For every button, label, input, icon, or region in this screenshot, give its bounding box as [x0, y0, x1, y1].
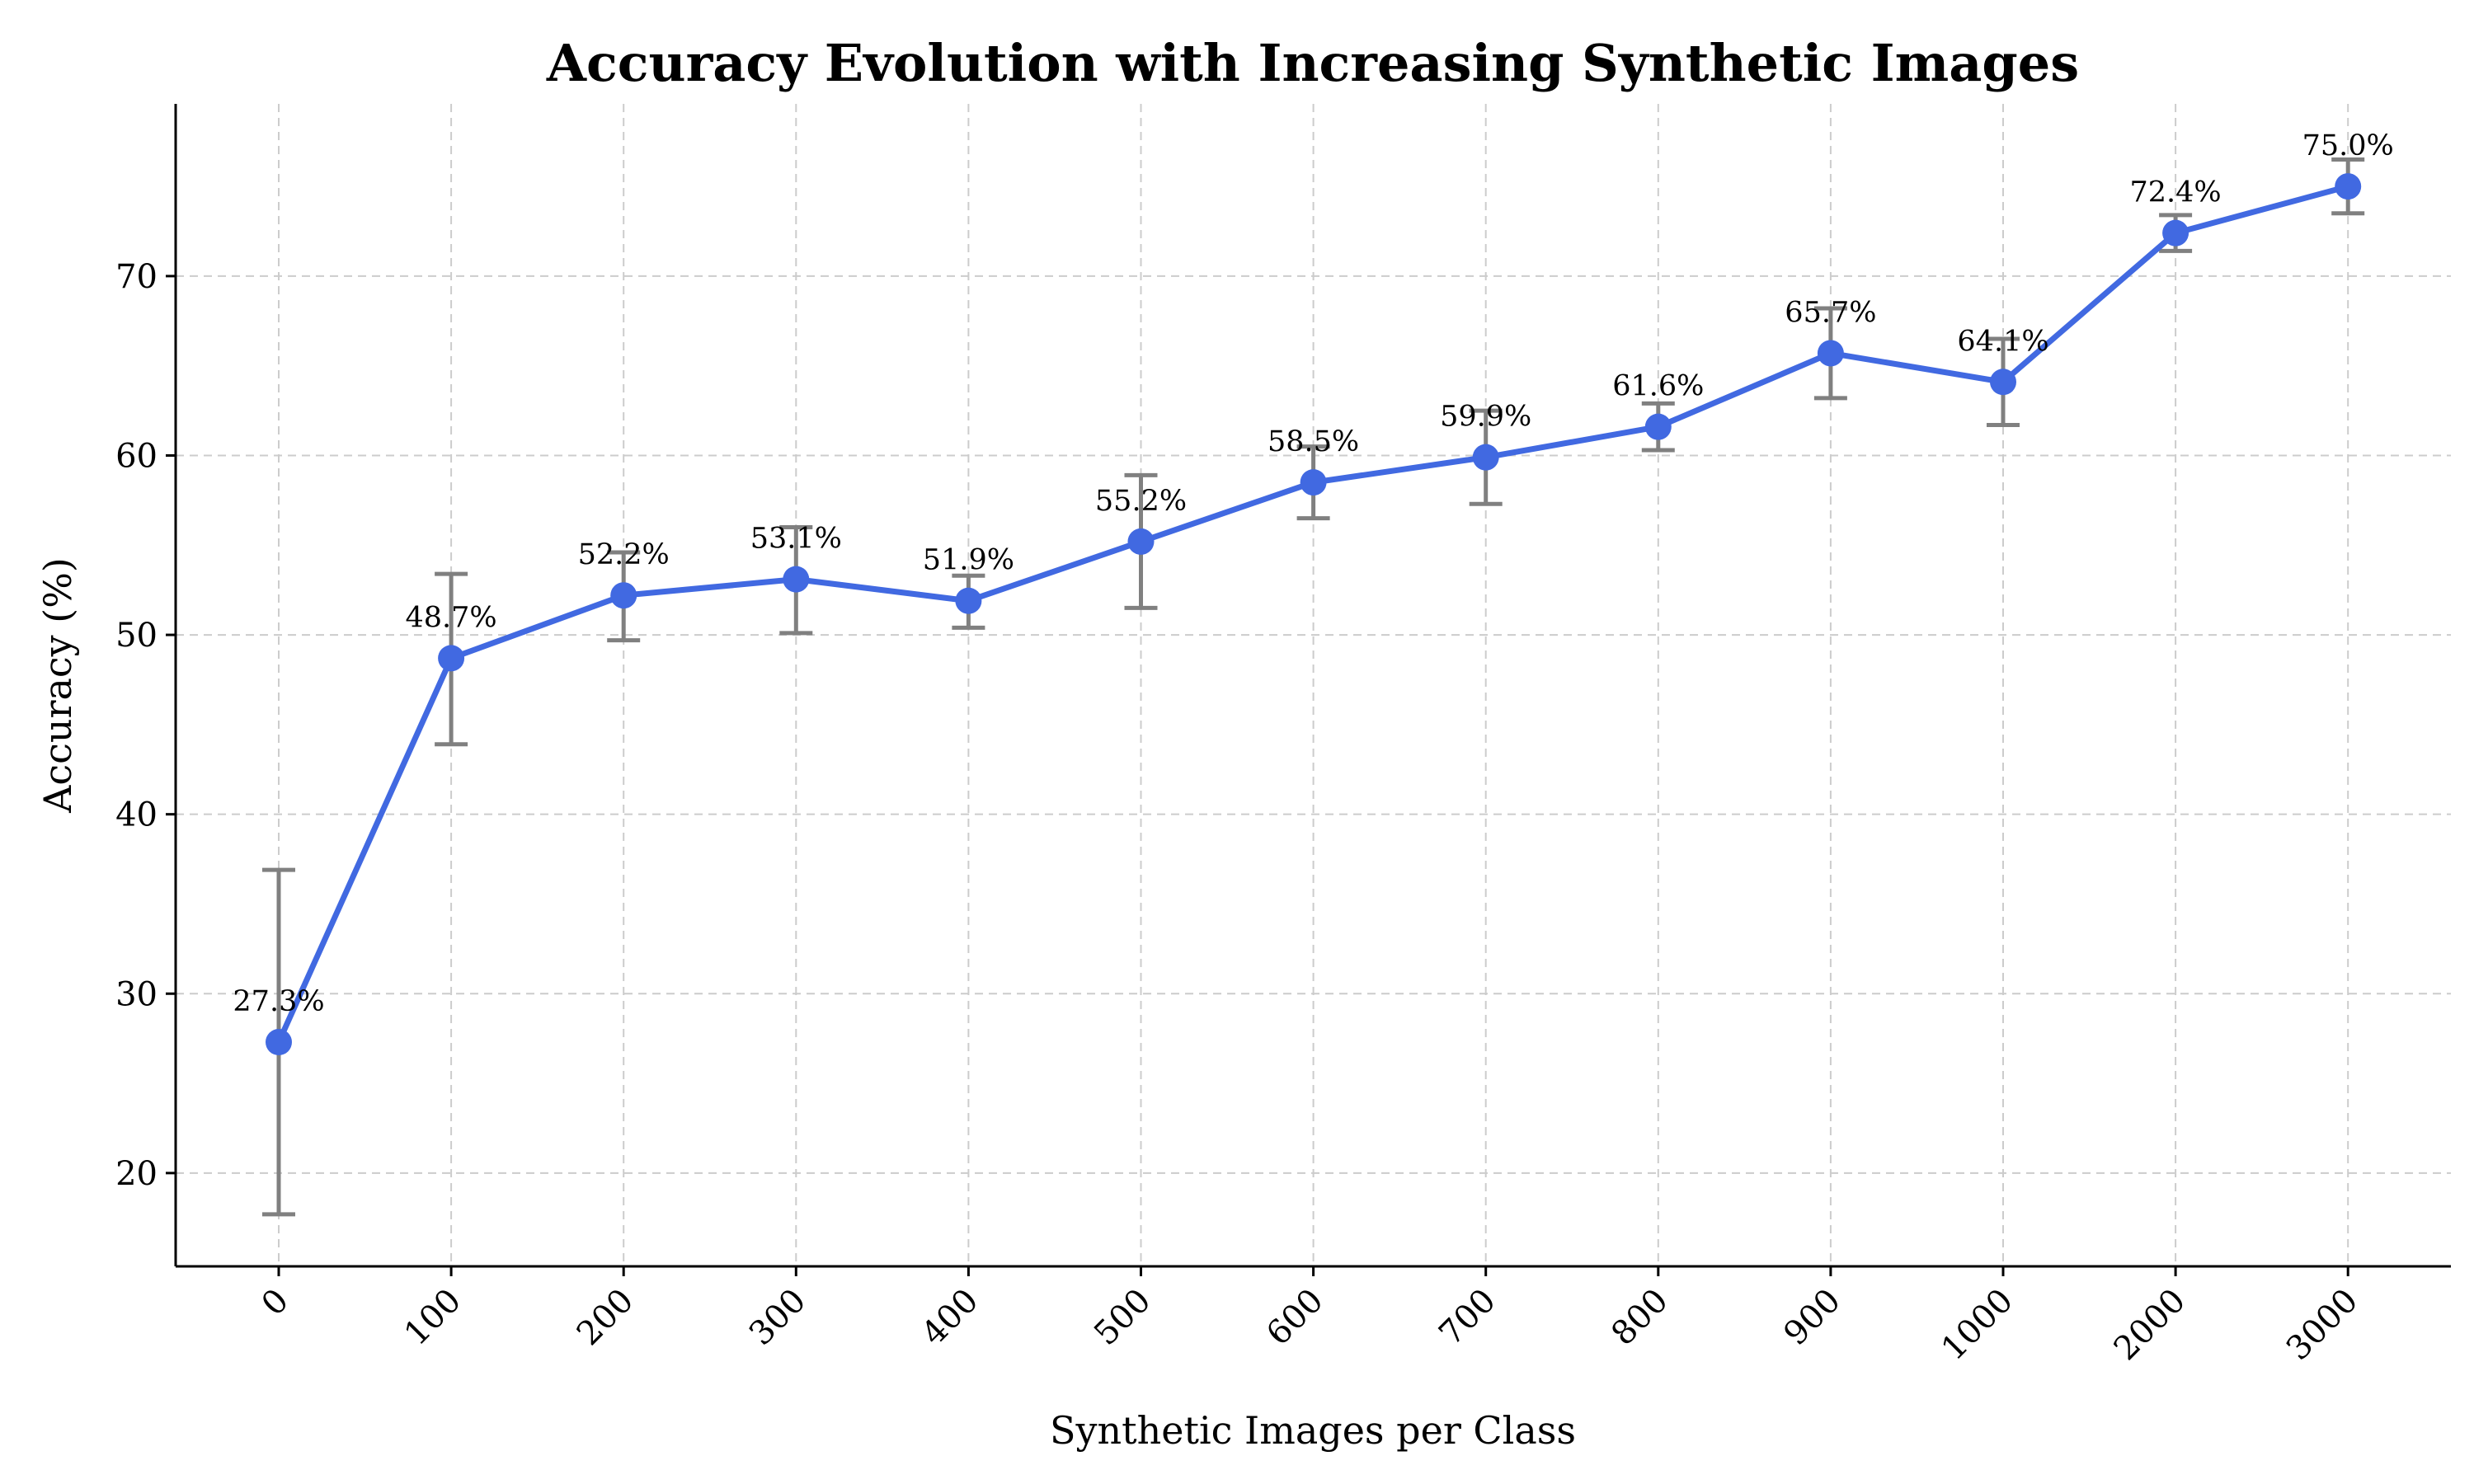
- y-tick-label: 20: [115, 1155, 158, 1193]
- data-point: [1817, 340, 1844, 367]
- data-label: 65.7%: [1785, 296, 1876, 329]
- x-tick-label: 600: [1259, 1282, 1331, 1354]
- x-tick-label: 2000: [2107, 1282, 2194, 1369]
- data-point: [1300, 469, 1327, 496]
- data-labels: 27.3% 48.7% 52.2% 53.1% 51.9% 55.2% 58.5% 59.9%…: [233, 129, 2393, 1018]
- data-point: [1127, 528, 1155, 555]
- data-label: 53.1%: [750, 523, 842, 556]
- x-tick-label: 500: [1087, 1282, 1159, 1354]
- data-label: 75.0%: [2302, 129, 2394, 162]
- data-point: [1990, 369, 2016, 396]
- x-tick-label: 0: [255, 1282, 297, 1324]
- data-point: [438, 645, 465, 672]
- y-tick-label: 40: [115, 796, 158, 834]
- y-axis-ticks: 20 30 40 50 60 70: [115, 258, 176, 1193]
- y-tick-label: 60: [115, 437, 158, 475]
- data-point: [783, 566, 810, 593]
- x-tick-label: 300: [742, 1282, 814, 1354]
- data-label: 51.9%: [923, 544, 1014, 577]
- data-point: [266, 1029, 292, 1056]
- x-tick-label: 700: [1432, 1282, 1503, 1354]
- data-label: 61.6%: [1612, 370, 1704, 403]
- data-point: [2162, 219, 2189, 247]
- grid-layer: [176, 104, 2451, 1266]
- x-axis-label: Synthetic Images per Class: [1050, 1408, 1576, 1453]
- data-label: 27.3%: [233, 985, 324, 1018]
- x-tick-label: 800: [1604, 1282, 1676, 1354]
- x-tick-label: 200: [570, 1282, 642, 1354]
- x-tick-label: 1000: [1935, 1282, 2021, 1369]
- y-tick-label: 30: [115, 975, 158, 1013]
- data-point: [1644, 413, 1672, 440]
- data-point: [2335, 173, 2362, 200]
- data-label: 52.2%: [578, 538, 670, 571]
- x-tick-label: 100: [397, 1282, 469, 1354]
- data-label: 59.9%: [1440, 401, 1531, 434]
- y-tick-label: 50: [115, 617, 158, 655]
- chart-title: Accuracy Evolution with Increasing Synth…: [546, 33, 2079, 93]
- data-label: 72.4%: [2130, 176, 2222, 209]
- x-tick-label: 3000: [2279, 1282, 2366, 1369]
- data-point: [1472, 444, 1499, 471]
- data-point: [610, 582, 637, 609]
- x-tick-label: 900: [1776, 1282, 1848, 1354]
- y-axis-label: Accuracy (%): [35, 557, 80, 814]
- data-label: 55.2%: [1095, 485, 1187, 518]
- data-points: [266, 173, 2362, 1056]
- data-label: 48.7%: [406, 601, 497, 634]
- y-tick-label: 70: [115, 258, 158, 296]
- x-axis-ticks: 0 100 200 300 400 500 600 700 800 900 1000 2000 3000: [255, 1266, 2366, 1369]
- data-point: [955, 587, 982, 614]
- x-tick-label: 400: [915, 1282, 986, 1354]
- data-label: 64.1%: [1957, 325, 2048, 358]
- data-label: 58.5%: [1268, 425, 1359, 458]
